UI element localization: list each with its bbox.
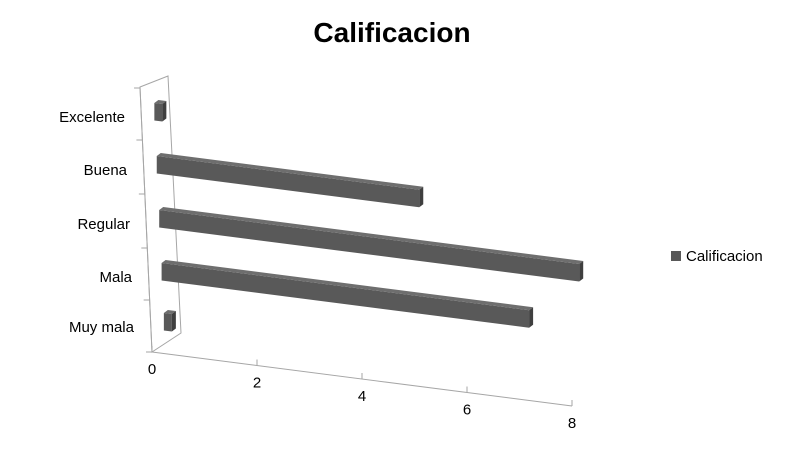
x-tick-label-3: 6 (463, 402, 471, 419)
y-tick-label-regular: Regular (77, 216, 130, 233)
x-tick-label-0: 0 (148, 361, 156, 378)
bar-muy-mala (163, 310, 176, 332)
y-tick-label-muy-mala: Muy mala (69, 319, 135, 336)
legend: Calificacion (671, 248, 763, 265)
y-tick-label-mala: Mala (99, 269, 132, 286)
bar-front-excelente (154, 103, 163, 122)
x-axis-labels: 0 2 4 6 8 (148, 361, 576, 432)
bar-front-buena (156, 156, 420, 208)
bar-buena (156, 153, 424, 208)
bar-end-muy-mala (171, 311, 176, 332)
bar-end-excelente (162, 101, 167, 122)
bar-regular (159, 207, 584, 282)
legend-label: Calificacion (686, 248, 763, 265)
bar-end-buena (419, 186, 424, 208)
legend-swatch (671, 251, 681, 261)
x-tick-label-1: 2 (253, 375, 261, 392)
x-tick-label-4: 8 (568, 415, 576, 432)
bar-excelente (154, 100, 167, 122)
bar-end-regular (579, 261, 584, 282)
y-axis-line (139, 86, 153, 353)
chart-title: Calificacion (313, 17, 470, 48)
y-axis-labels: Excelente Buena Regular Mala Muy mala (59, 109, 135, 336)
y-tick-label-excelente: Excelente (59, 109, 125, 126)
bar-top-buena (156, 153, 424, 190)
bar-top-muy-mala (163, 310, 176, 315)
bar-top-excelente (154, 100, 167, 105)
bar-front-muy-mala (163, 313, 172, 332)
y-axis-ticks (134, 87, 152, 353)
y-tick-label-buena: Buena (84, 162, 128, 179)
bars (154, 100, 584, 332)
x-tick-label-2: 4 (358, 388, 366, 405)
bar-mala (161, 260, 534, 328)
bar-front-mala (161, 263, 530, 328)
bar-top-regular (159, 207, 584, 264)
bar-end-mala (529, 307, 534, 328)
x-axis-ticks (151, 346, 573, 406)
bar-front-regular (159, 210, 580, 282)
bar-top-mala (161, 260, 534, 311)
